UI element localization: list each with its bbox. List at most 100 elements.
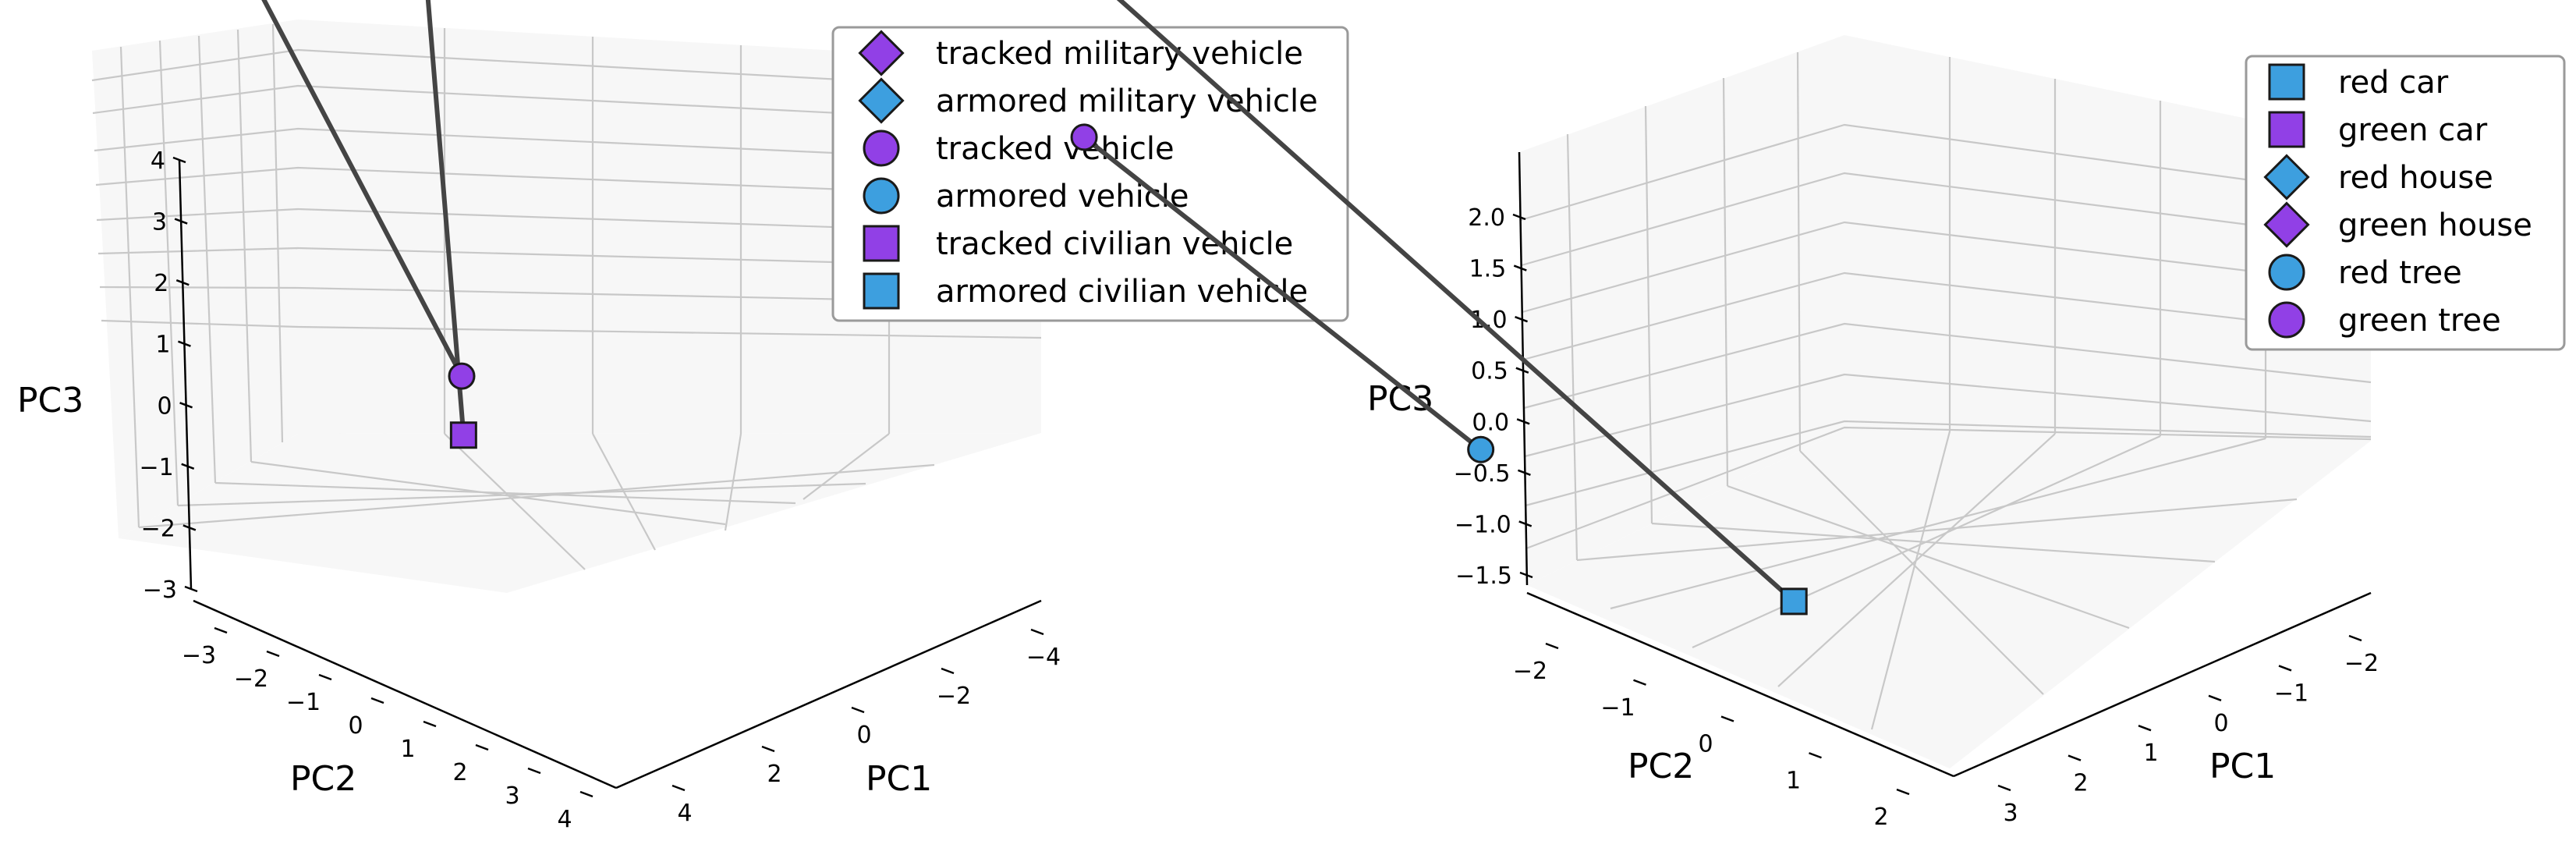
chart-1-pc1-tick-label: −4 <box>1026 644 1061 671</box>
chart-1-pc2-tick-mark <box>214 626 228 634</box>
chart-1-pc2-tick-mark <box>370 697 384 704</box>
chart-2-left-pane <box>1519 35 1844 585</box>
chart-1-pc2-tick-label: 1 <box>400 736 415 763</box>
chart-2-pc3-tick-mark <box>1517 469 1531 477</box>
chart-1-pc2-tick-mark <box>423 720 437 728</box>
chart-2-pair-line <box>1082 134 1483 452</box>
chart-1: 4 3 2 1 0 −1 −2 −3 −3 −2 −1 0 1 2 3 4 4 2 0 −2 −4 PC3 PC2 PC… <box>17 0 1349 833</box>
chart-2-pc3-tick-label: 2.0 <box>1468 204 1505 232</box>
chart-1-pc3-tick-mark <box>179 402 193 409</box>
chart-2-legend-label: red house <box>2338 160 2493 196</box>
chart-2-legend-marker <box>2268 111 2305 148</box>
chart-2-pc3-tick-mark <box>1518 520 1532 527</box>
chart-1-pc3-tick-label: −1 <box>139 454 173 481</box>
chart-1-pc3-tick-mark <box>174 218 188 225</box>
chart-1-pc1-tick-mark <box>851 706 865 714</box>
chart-2-pc2-tick-label: 1 <box>1786 767 1801 794</box>
chart-1-legend-marker <box>863 177 900 215</box>
chart-2-legend-marker <box>2268 254 2305 291</box>
chart-1-legend-label: armored military vehicle <box>936 83 1318 119</box>
chart-1-legend-marker <box>863 130 900 167</box>
chart-1-pc1-tick-label: −2 <box>937 683 971 710</box>
chart-2-legend-label: green car <box>2338 112 2488 148</box>
chart-2-points <box>1070 123 1808 616</box>
chart-1-pc2-tick-label: 3 <box>505 782 519 810</box>
chart-2-pc2-tick-mark <box>1720 715 1734 722</box>
chart-2-pc3-tick-label: −1.5 <box>1455 562 1512 590</box>
chart-1-pair-line <box>425 0 466 438</box>
chart-1-pc3-tick-mark <box>177 340 191 347</box>
chart-2-pc2-tick-mark <box>1896 788 1910 796</box>
chart-1-floor-pane <box>119 433 1041 593</box>
chart-1-pc1-tick-mark <box>671 784 686 792</box>
chart-2-pc3-tick-label: −0.5 <box>1454 460 1511 488</box>
chart-2-pc2-tick-mark <box>1809 752 1822 759</box>
chart-2-legend-label: red tree <box>2338 255 2462 291</box>
chart-1-pc2-tick-label: 4 <box>557 806 572 833</box>
chart-1-pc1-tick-mark <box>941 667 955 675</box>
chart-1-axes <box>178 159 1042 789</box>
chart-1-pair-line <box>261 0 465 379</box>
chart-1-pc1-tick-mark <box>761 745 775 753</box>
chart-2-point-red-tree <box>1467 435 1495 463</box>
chart-1-legend-label: tracked civilian vehicle <box>936 226 1293 262</box>
chart-1-legend-marker <box>858 30 905 76</box>
chart-1-left-pane <box>92 20 298 538</box>
chart-2-legend-marker <box>2268 63 2305 101</box>
chart-2-pc2-tick-label: −2 <box>1513 658 1547 685</box>
chart-1-pc2-tick-mark <box>579 790 594 798</box>
chart-1-legend-marker <box>863 225 900 262</box>
chart-1-legend: tracked military vehicle armored military… <box>831 26 1349 322</box>
chart-2-pc1-label: PC1 <box>2209 747 2276 786</box>
chart-1-pc3-tick-label: 0 <box>157 392 172 420</box>
chart-1-pc1-tick-label: 4 <box>677 800 692 827</box>
chart-2-pc1-tick-mark <box>2208 694 2222 701</box>
chart-2-pc3-tick-mark <box>1515 367 1529 374</box>
chart-2-point-green-tree <box>1070 123 1098 151</box>
chart-1-pc2-tick-label: 2 <box>452 759 467 786</box>
chart-1-pc2-tick-mark <box>475 743 489 751</box>
chart-1-pc3-label: PC3 <box>17 381 83 420</box>
chart-1-pc3-tick-label: −2 <box>141 515 175 542</box>
chart-2-legend-label: green house <box>2338 208 2532 243</box>
chart-1-pc1-tick-label: 2 <box>767 761 781 788</box>
chart-2-grid <box>1520 51 2372 730</box>
chart-2-pc3-tick-label: 0.0 <box>1472 409 1509 436</box>
chart-2-pc3-tick-mark <box>1515 315 1529 323</box>
chart-1-pc3-tick-label: 2 <box>154 270 168 297</box>
chart-1-pc2-tick-label: −3 <box>182 642 216 669</box>
chart-1-pc3-tick-mark <box>175 279 190 286</box>
chart-1-pair-lines <box>261 0 466 438</box>
chart-2-pc1-tick-label: −2 <box>2344 650 2379 677</box>
chart-1-legend-marker <box>863 272 900 310</box>
chart-2-pair-lines <box>1082 0 1797 604</box>
chart-2-legend-marker <box>2268 301 2305 339</box>
chart-1-pc1-axis <box>615 599 1042 789</box>
chart-2-pc1-tick-mark <box>2068 754 2082 761</box>
chart-1-legend-frame <box>831 26 1349 322</box>
chart-2-pc3-tick-mark <box>1513 264 1527 271</box>
chart-2-pc3-tick-label: 1.5 <box>1469 256 1507 283</box>
chart-1-pc2-tick-mark <box>266 650 280 658</box>
chart-1-legend-label: armored vehicle <box>936 179 1189 215</box>
chart-1-pc3-tick-label: 1 <box>155 332 170 359</box>
chart-2-pc1-tick-mark <box>2348 634 2362 642</box>
chart-2-pc2-tick-mark <box>1633 679 1646 686</box>
chart-1-pc2-tick-label: 0 <box>348 712 363 740</box>
chart-1-legend-label: tracked vehicle <box>936 131 1175 167</box>
chart-2-pc2-tick-mark <box>1545 642 1559 650</box>
chart-2-pc3-tick-mark <box>1516 418 1530 425</box>
chart-2-pc3-tick-label: −1.0 <box>1455 511 1511 538</box>
chart-1-pc3-axis <box>178 159 193 590</box>
chart-1-legend-label: tracked military vehicle <box>936 36 1303 72</box>
chart-1-legend-marker <box>858 77 905 124</box>
chart-1-grid <box>91 23 1042 570</box>
chart-2-pc1-tick-mark <box>2138 725 2152 732</box>
chart-2-legend: red car green car red house green house red … <box>2245 55 2566 351</box>
chart-2-legend-label: red car <box>2338 65 2449 101</box>
chart-1-pc3-tick-mark <box>172 156 186 164</box>
chart-1-point-tracked-vehicle <box>448 362 476 390</box>
chart-2-pc2-tick-label: 2 <box>1873 804 1888 831</box>
